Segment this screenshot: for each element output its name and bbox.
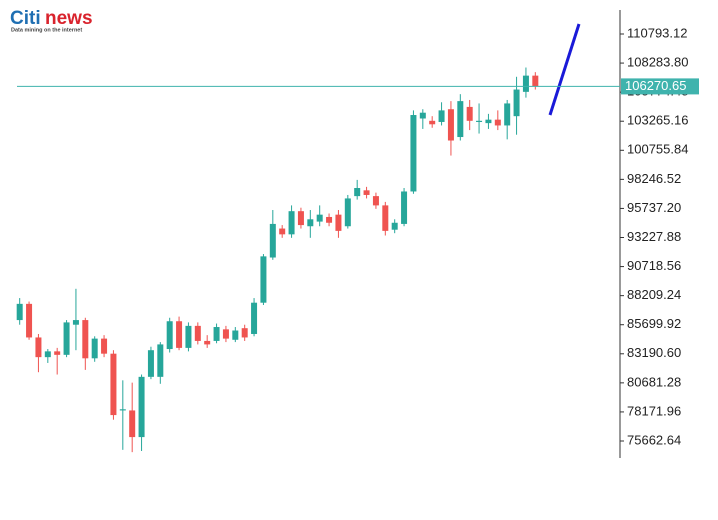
candle-body bbox=[466, 106, 473, 121]
candle-body bbox=[110, 353, 117, 416]
y-tick-label: 90718.56 bbox=[627, 258, 681, 273]
candle-body bbox=[269, 223, 276, 258]
candle-body bbox=[335, 214, 342, 231]
candle-body bbox=[166, 321, 173, 350]
candle-body bbox=[457, 101, 464, 138]
y-tick-label: 80681.28 bbox=[627, 374, 681, 389]
candle-body bbox=[504, 103, 511, 126]
y-tick-label: 95737.20 bbox=[627, 200, 681, 215]
y-tick-label: 85699.92 bbox=[627, 316, 681, 331]
candle-body bbox=[419, 112, 426, 119]
candle-body bbox=[429, 120, 436, 125]
candle-body bbox=[494, 119, 501, 126]
y-tick-label: 108283.80 bbox=[627, 55, 688, 70]
candle-body bbox=[63, 322, 70, 355]
candle-body bbox=[222, 329, 229, 339]
candle-body bbox=[185, 325, 192, 348]
candle-body bbox=[410, 115, 417, 192]
candle-body bbox=[91, 338, 98, 359]
candle-body bbox=[297, 211, 304, 226]
logo-tagline: Data mining on the internet bbox=[11, 27, 82, 33]
candle-body bbox=[372, 196, 379, 206]
candle-body bbox=[485, 119, 492, 124]
y-tick-label: 100755.84 bbox=[627, 142, 688, 157]
y-tick-label: 75662.64 bbox=[627, 432, 681, 447]
candle-body bbox=[382, 205, 389, 231]
candle-body bbox=[176, 321, 183, 348]
candle-body bbox=[35, 337, 42, 358]
candle-body bbox=[307, 219, 314, 227]
candle-body bbox=[260, 256, 267, 303]
candle-body bbox=[251, 302, 258, 334]
candle-body bbox=[101, 338, 108, 354]
candle-body bbox=[513, 89, 520, 117]
candle-body bbox=[344, 198, 351, 227]
candle-body bbox=[316, 214, 323, 222]
logo-brand-a: Citi bbox=[10, 8, 41, 29]
y-tick-label: 88209.24 bbox=[627, 287, 681, 302]
candle-body bbox=[129, 410, 136, 438]
candle-body bbox=[279, 228, 286, 235]
candle-body bbox=[522, 75, 529, 92]
y-tick-label: 103265.16 bbox=[627, 113, 688, 128]
candle-body bbox=[241, 328, 248, 338]
candle-body bbox=[363, 190, 370, 195]
logo-brand-b: news bbox=[45, 8, 93, 29]
candle-body bbox=[204, 340, 211, 345]
candle-body bbox=[391, 222, 398, 230]
candle-body bbox=[354, 188, 361, 197]
candle-body bbox=[119, 409, 126, 411]
y-tick-label: 98246.52 bbox=[627, 171, 681, 186]
candle-body bbox=[138, 376, 145, 438]
candle-body bbox=[447, 109, 454, 141]
candle-body bbox=[213, 327, 220, 341]
y-tick-label: 110793.12 bbox=[627, 25, 688, 40]
candle-body bbox=[157, 344, 164, 377]
last-price-label: 106270.65 bbox=[625, 78, 686, 93]
candle-body bbox=[232, 330, 239, 340]
candle-body bbox=[82, 320, 89, 359]
candle-body bbox=[147, 350, 154, 377]
candle-body bbox=[44, 351, 51, 358]
candle-body bbox=[26, 303, 33, 338]
candle-body bbox=[72, 320, 79, 325]
candle-body bbox=[532, 75, 539, 87]
candle-body bbox=[401, 191, 408, 224]
candle-body bbox=[326, 216, 333, 223]
logo: Citi news Data mining on the internet bbox=[10, 8, 93, 33]
candle-body bbox=[288, 211, 295, 235]
y-tick-label: 83190.60 bbox=[627, 345, 681, 360]
candle-body bbox=[194, 325, 201, 341]
trend-line bbox=[548, 23, 581, 116]
y-tick-label: 78171.96 bbox=[627, 403, 681, 418]
candle-body bbox=[54, 351, 61, 355]
candle-body bbox=[438, 110, 445, 122]
candle-body bbox=[476, 120, 483, 122]
last-price-tag bbox=[621, 78, 699, 95]
candle-body bbox=[16, 303, 23, 321]
y-tick-label: 93227.88 bbox=[627, 229, 681, 244]
